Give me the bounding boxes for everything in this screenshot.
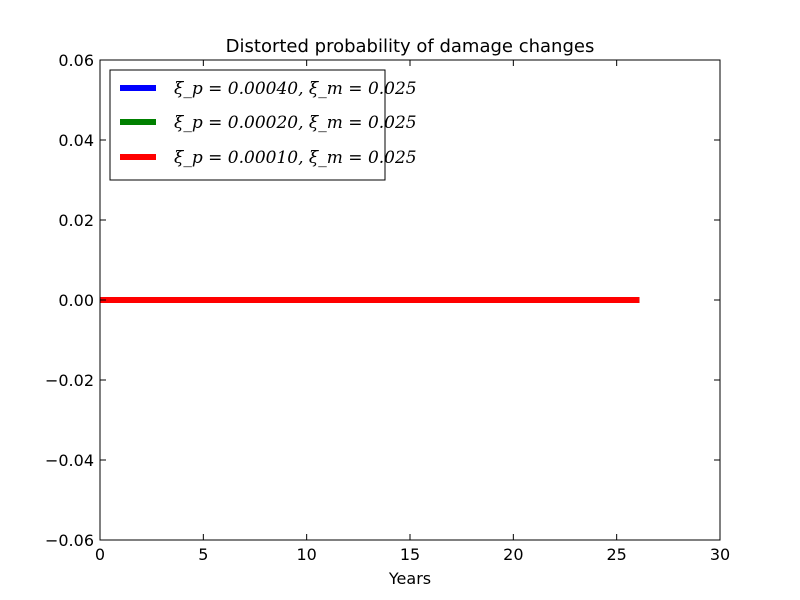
x-tick-label: 0 [95, 545, 105, 564]
x-tick-label: 5 [198, 545, 208, 564]
y-tick-label: 0.00 [58, 291, 94, 310]
y-tick-label: 0.02 [58, 211, 94, 230]
y-tick-label: 0.06 [58, 51, 94, 70]
legend-label-1: ξ_p = 0.00040, ξ_m = 0.025 [174, 79, 417, 99]
x-tick-label: 15 [400, 545, 420, 564]
x-tick-label: 25 [606, 545, 626, 564]
x-tick-label: 10 [296, 545, 316, 564]
y-tick-label: −0.04 [45, 451, 94, 470]
x-tick-label: 30 [710, 545, 730, 564]
x-tick-label: 20 [503, 545, 523, 564]
x-axis-label: Years [388, 569, 431, 588]
y-tick-label: −0.02 [45, 371, 94, 390]
legend-label-3: ξ_p = 0.00010, ξ_m = 0.025 [174, 148, 417, 168]
y-tick-label: −0.06 [45, 531, 94, 550]
y-tick-label: 0.04 [58, 131, 94, 150]
legend-label-2: ξ_p = 0.00020, ξ_m = 0.025 [174, 113, 417, 133]
chart-title: Distorted probability of damage changes [226, 36, 595, 57]
tick-layer: 0 5 10 15 20 25 30 −0.06 −0.04 −0.02 0.00 0.02 0.04 0… [45, 51, 730, 564]
legend: ξ_p = 0.00040, ξ_m = 0.025 ξ_p = 0.00020… [109, 69, 417, 181]
